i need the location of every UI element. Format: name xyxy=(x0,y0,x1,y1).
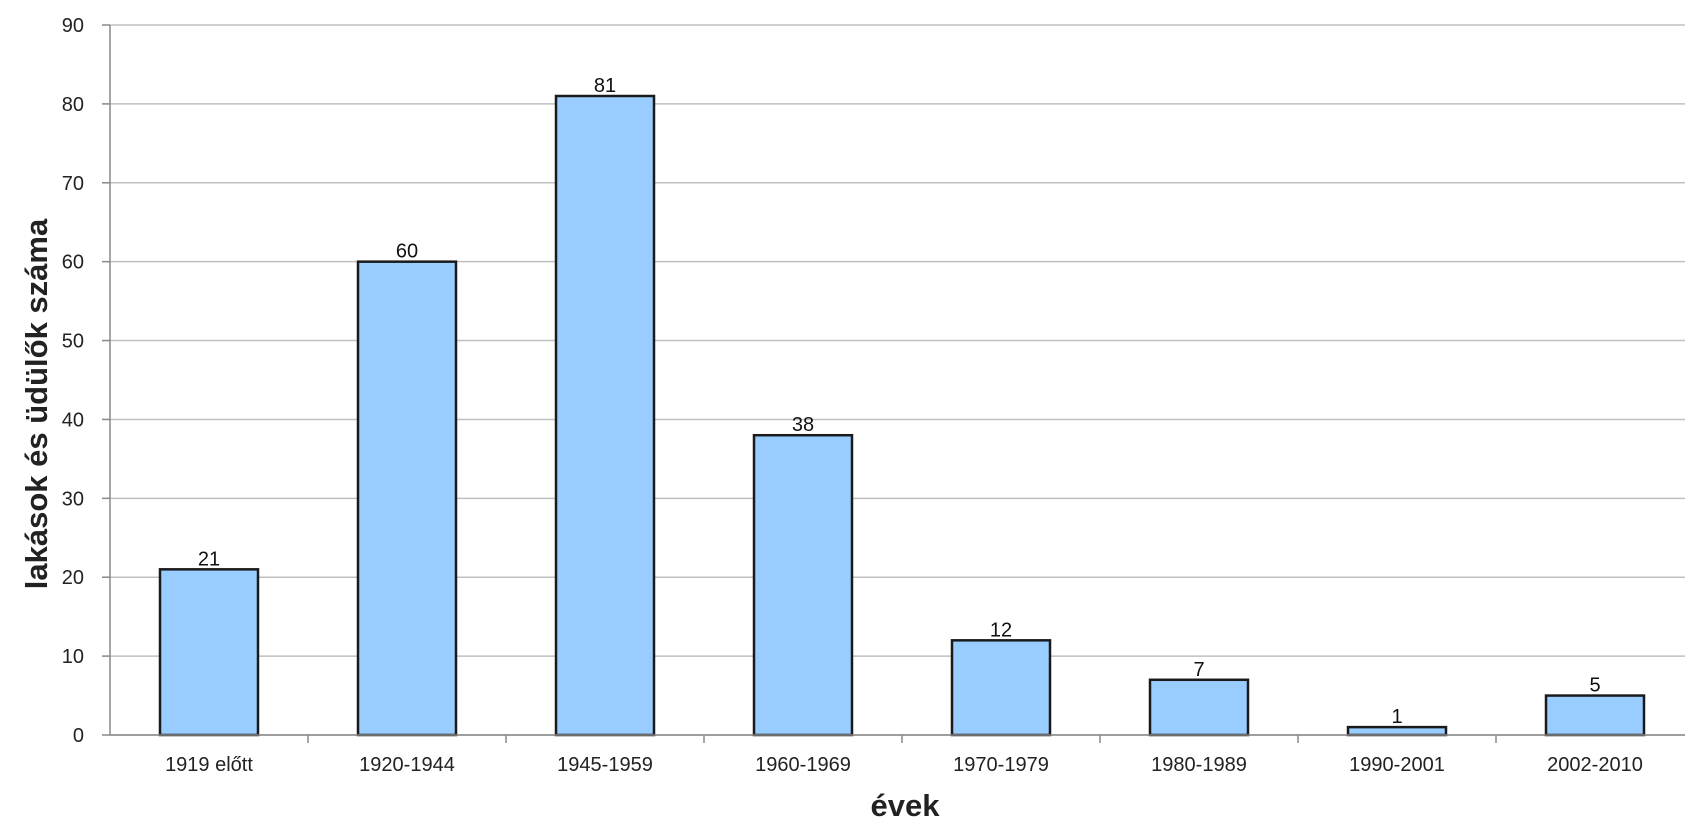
y-tick-label: 0 xyxy=(73,725,84,747)
bar xyxy=(158,568,260,737)
x-tick-label: 1945-1959 xyxy=(557,754,653,776)
gridlines xyxy=(110,24,1685,736)
bar xyxy=(1148,678,1250,737)
bar xyxy=(356,260,458,737)
bar xyxy=(1544,694,1646,737)
data-label: 12 xyxy=(990,619,1012,641)
data-label: 21 xyxy=(198,548,220,570)
y-tick-label: 50 xyxy=(62,331,84,353)
y-tick-label: 10 xyxy=(62,646,84,668)
data-label: 81 xyxy=(594,75,616,97)
data-label: 5 xyxy=(1589,675,1600,697)
y-tick-label: 70 xyxy=(62,173,84,195)
data-label: 38 xyxy=(792,414,814,436)
data-labels: 21 60 81 38 12 7 1 5 xyxy=(198,75,1601,728)
bars xyxy=(158,94,1646,737)
x-tick-label: 1990-2001 xyxy=(1349,754,1445,776)
bar xyxy=(950,639,1052,737)
x-tick-label: 1920-1944 xyxy=(359,754,455,776)
data-label: 60 xyxy=(396,241,418,263)
y-axis-title: lakások és üdülők száma xyxy=(19,218,54,589)
y-tick-label: 30 xyxy=(62,488,84,510)
x-tick-label: 1980-1989 xyxy=(1151,754,1247,776)
y-tick-label: 90 xyxy=(62,15,84,37)
x-tick-label: 1919 előtt xyxy=(165,754,253,776)
bar xyxy=(554,94,656,737)
x-axis-title: évek xyxy=(871,788,941,823)
axes: 0 10 20 30 40 50 60 70 80 90 1919 előtt 1920-1944 19… xyxy=(62,15,1685,776)
y-tick-label: 40 xyxy=(62,409,84,431)
data-label: 7 xyxy=(1193,659,1204,681)
y-tick-label: 80 xyxy=(62,94,84,116)
y-tick-label: 20 xyxy=(62,567,84,589)
bar xyxy=(752,433,854,737)
y-tick-label: 60 xyxy=(62,252,84,274)
bar xyxy=(1346,725,1448,737)
x-tick-label: 1970-1979 xyxy=(953,754,1049,776)
data-label: 1 xyxy=(1391,706,1402,728)
x-tick-label: 1960-1969 xyxy=(755,754,851,776)
x-tick-label: 2002-2010 xyxy=(1547,754,1643,776)
